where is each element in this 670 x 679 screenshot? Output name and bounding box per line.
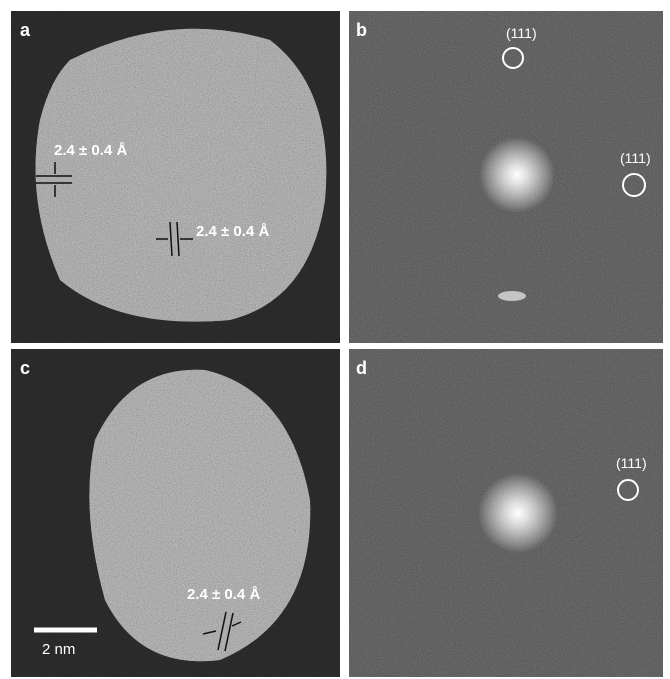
panel-b: b (111) (111) — [349, 11, 663, 343]
annotation: 2.4 ± 0.4 Å — [196, 223, 269, 240]
center-spot — [478, 473, 558, 553]
figure: a 2.4 ± 0.4 Å 2.4 ± 0.4 Å b (111) (111) … — [0, 0, 670, 679]
panel-c: c 2.4 ± 0.4 Å 2 nm — [11, 349, 340, 677]
panel-label: b — [356, 20, 367, 40]
annotation: (111) — [616, 455, 647, 471]
annotation: 2.4 ± 0.4 Å — [54, 142, 127, 159]
annotation: 2.4 ± 0.4 Å — [187, 586, 260, 603]
panel-label: a — [20, 20, 31, 40]
panel-label: d — [356, 358, 367, 378]
panel-a: a 2.4 ± 0.4 Å 2.4 ± 0.4 Å — [11, 11, 340, 343]
panel-label: c — [20, 358, 30, 378]
scale-bar-label: 2 nm — [42, 641, 75, 658]
annotation: (111) — [620, 150, 651, 166]
panel-d: d (111) — [349, 349, 663, 677]
annotation: (111) — [506, 25, 537, 41]
center-spot — [479, 137, 555, 213]
